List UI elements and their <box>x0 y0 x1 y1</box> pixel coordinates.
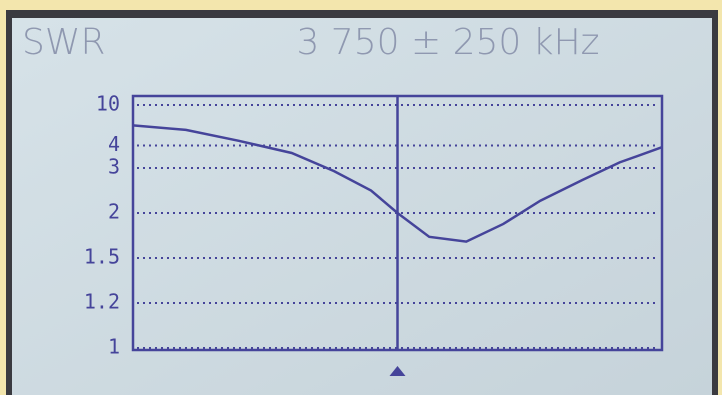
y-tick-label: 1.2 <box>84 290 120 314</box>
page: SWR 3 750 ± 250 kHz 11.21.523410 (() => … <box>0 0 722 395</box>
chart-subtitle: 3 750 ± 250 kHz <box>296 22 599 63</box>
y-tick-label: 2 <box>108 200 120 224</box>
y-tick-label: 3 <box>108 155 120 179</box>
y-tick-label: 1 <box>108 335 120 359</box>
chart: SWR 3 750 ± 250 kHz 1 1.2 1.5 2 34 10 <box>0 0 722 395</box>
y-tick-label: 1.5 <box>84 245 120 269</box>
y-tick-label: 4 <box>108 132 120 156</box>
chart-title: SWR <box>22 22 105 63</box>
y-tick-label: 10 <box>96 92 120 116</box>
